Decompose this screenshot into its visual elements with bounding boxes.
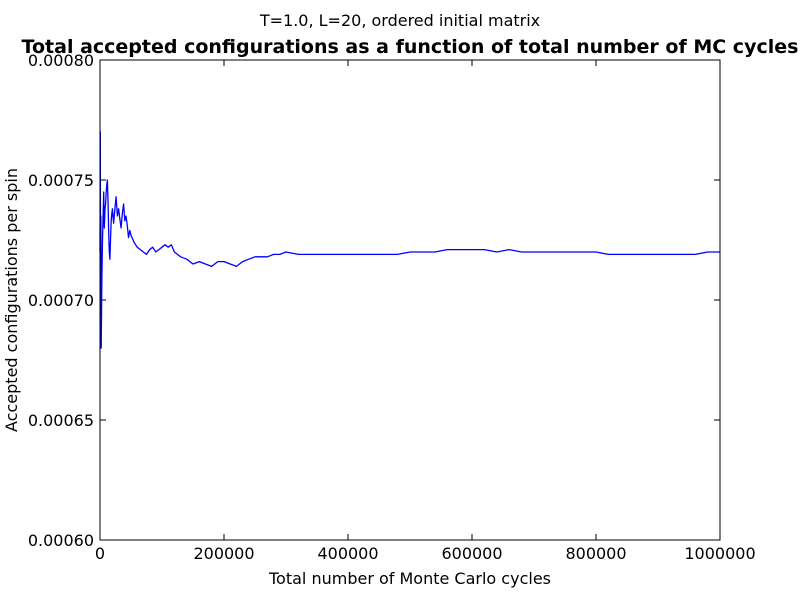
y-tick-label: 0.00065 bbox=[28, 411, 94, 430]
chart-title: Total accepted configurations as a funct… bbox=[22, 36, 799, 58]
plot-area bbox=[100, 60, 720, 540]
y-axis-label: Accepted configurations per spin bbox=[2, 168, 21, 432]
y-tick-label: 0.00075 bbox=[28, 171, 94, 190]
x-tick-label: 200000 bbox=[193, 544, 254, 563]
axis-ticks: 0 200000 400000 600000 800000 1000000 0.00060 0… bbox=[28, 51, 756, 563]
x-axis-label: Total number of Monte Carlo cycles bbox=[268, 569, 551, 588]
y-tick-label: 0.00070 bbox=[28, 291, 94, 310]
y-tick-label: 0.00060 bbox=[28, 531, 94, 550]
y-tick-label: 0.00080 bbox=[28, 51, 94, 70]
x-tick-label: 400000 bbox=[317, 544, 378, 563]
x-tick-label: 0 bbox=[95, 544, 105, 563]
series-line bbox=[99, 131, 720, 349]
x-tick-label: 600000 bbox=[441, 544, 502, 563]
x-tick-label: 1000000 bbox=[684, 544, 755, 563]
x-tick-label: 800000 bbox=[565, 544, 626, 563]
chart-suptitle: T=1.0, L=20, ordered initial matrix bbox=[259, 11, 540, 30]
plot-frame bbox=[99, 59, 721, 541]
